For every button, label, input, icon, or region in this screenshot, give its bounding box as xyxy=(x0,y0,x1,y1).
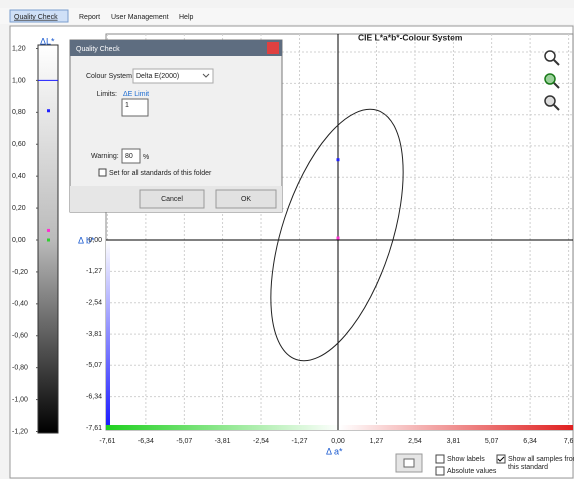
select[interactable] xyxy=(132,68,214,84)
menu-item[interactable]: User Management xyxy=(111,14,169,21)
lightness-tick-label: 0,80 xyxy=(12,109,26,116)
lightness-tick-label: 0,60 xyxy=(12,141,26,148)
lightness-tick-label: -0,20 xyxy=(12,269,28,276)
b-axis-gradient xyxy=(106,240,110,428)
x-tick-label: 7,6 xyxy=(564,438,574,445)
options: Show labels Absolute values Show all sampl… xyxy=(435,454,574,476)
select-value: Delta E(2000) xyxy=(136,73,179,80)
lightness-tick-label: 0,20 xyxy=(12,205,26,212)
check xyxy=(497,456,505,462)
x-axis-label: Δ a* xyxy=(326,446,343,456)
dialog-titlebar xyxy=(70,40,282,56)
zoom-out[interactable] xyxy=(544,73,560,89)
lightness-point xyxy=(47,228,50,232)
lightness-tick-label: -0,80 xyxy=(12,365,28,372)
label: Colour System xyxy=(86,73,132,80)
x-tick-label: -2,54 xyxy=(253,438,269,445)
y-tick-label: -5,07 xyxy=(86,362,102,369)
dialog-title: Quality Check xyxy=(76,46,120,53)
y-tick-label: -6,34 xyxy=(86,393,102,400)
lightness-tick-label: 1,00 xyxy=(12,77,26,84)
y-tick-label: -3,81 xyxy=(86,331,102,338)
sample-point xyxy=(336,158,340,162)
label: Limits: xyxy=(97,91,117,98)
x-tick-label: -6,34 xyxy=(138,438,154,445)
checkbox[interactable] xyxy=(98,168,107,177)
input-value: 80 xyxy=(125,153,133,160)
checkbox[interactable] xyxy=(496,454,506,464)
x-tick-label: -7,61 xyxy=(99,438,115,445)
checkbox-label: Set for all standards of this folder xyxy=(109,170,212,177)
button-label: OK xyxy=(241,196,251,203)
cancel-button[interactable] xyxy=(139,189,205,209)
x-tick-label: -1,27 xyxy=(292,438,308,445)
checkbox[interactable] xyxy=(435,454,445,464)
x-tick-label: 6,34 xyxy=(523,438,537,445)
y-tick-label: -7,61 xyxy=(86,425,102,432)
lightness-point xyxy=(47,238,50,242)
checkbox[interactable] xyxy=(435,466,445,476)
x-tick-label: 1,27 xyxy=(370,438,384,445)
input-value: 1 xyxy=(125,102,129,109)
label: Warning: xyxy=(91,153,119,160)
dropdown-arrow xyxy=(202,73,210,78)
input[interactable] xyxy=(121,98,149,117)
lightness-tick-label: -1,20 xyxy=(12,428,28,435)
close-button[interactable] xyxy=(267,42,279,54)
menu-item[interactable]: Help xyxy=(179,14,194,21)
x-tick-label: 3,81 xyxy=(447,438,461,445)
menu-selected xyxy=(9,9,69,23)
x-tick-label: -5,07 xyxy=(176,438,192,445)
sample-point xyxy=(336,236,340,240)
limit-name: ΔE Limit xyxy=(123,91,149,98)
x-tick-label: -3,81 xyxy=(215,438,231,445)
ticks: -7,61 -6,34 -5,07 -3,81 -2,54 -1,27 0,00 1,27 2,… xyxy=(12,45,574,445)
lightness-tick-label: -0,40 xyxy=(12,301,28,308)
lightness-tick-label: 1,20 xyxy=(12,45,26,52)
lightness-tick-label: 0,00 xyxy=(12,237,26,244)
y-tick-label: -1,27 xyxy=(86,268,102,275)
x-tick-label: 5,07 xyxy=(485,438,499,445)
button-label: Cancel xyxy=(161,196,183,203)
lightness-tick-label: 0,40 xyxy=(12,173,26,180)
menu-item[interactable]: Report xyxy=(79,14,100,21)
lightness-tick-label: -0,60 xyxy=(12,333,28,340)
y-tick-label: 0,00 xyxy=(88,237,102,244)
y-axis-label: Δ b* xyxy=(78,235,95,245)
option-label: Show labels xyxy=(447,456,485,463)
lightness-tick-label: -1,00 xyxy=(12,396,28,403)
lightness-axis-label: ΔL* xyxy=(40,36,55,46)
zoom-reset[interactable] xyxy=(544,95,560,111)
y-tick-label: -2,54 xyxy=(86,300,102,307)
zoom-in[interactable] xyxy=(544,50,560,66)
chart-title: CIE L*a*b*-Colour System xyxy=(358,32,463,42)
option-label: Show all samples from this standard xyxy=(508,456,574,471)
line: Show all samples from xyxy=(508,456,574,463)
lightness-point xyxy=(47,109,50,113)
input[interactable] xyxy=(121,148,141,164)
tolerance-ellipse xyxy=(270,108,404,362)
line: this standard xyxy=(508,464,548,471)
x-tick-label: 2,54 xyxy=(408,438,422,445)
unit: % xyxy=(143,154,149,161)
ok-button[interactable] xyxy=(215,189,277,209)
a-axis-gradient xyxy=(106,425,573,430)
print-icon xyxy=(403,458,415,468)
dialog: Quality Check Colour System Delta E(2000… xyxy=(69,39,283,213)
x-tick-label: 0,00 xyxy=(331,438,345,445)
menu-bar xyxy=(0,8,574,24)
menu-item[interactable]: Quality Check xyxy=(14,14,58,21)
option-label: Absolute values xyxy=(447,468,497,475)
